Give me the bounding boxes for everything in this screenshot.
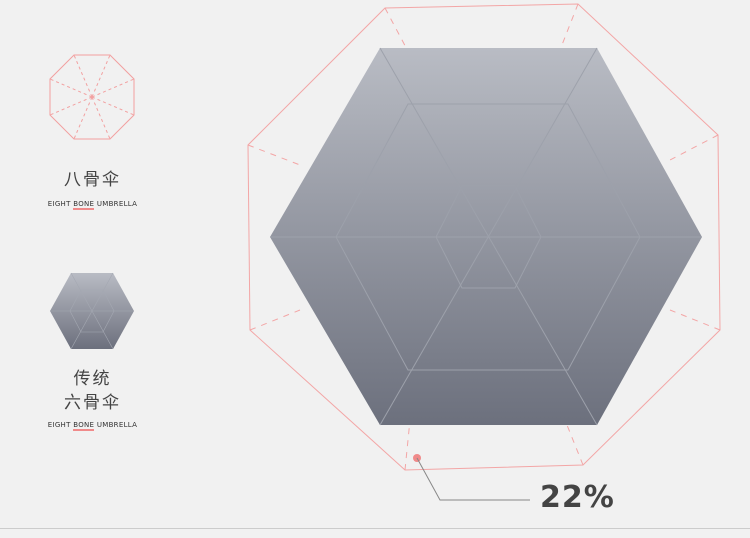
- six-bone-subtitle: EIGHT BONE UMBRELLA: [0, 421, 185, 431]
- subtitle-part: EIGHT: [47, 421, 74, 429]
- percent-value: 22%: [540, 480, 615, 515]
- six-bone-umbrella: [270, 47, 702, 426]
- subtitle-part: UMBRELLA: [94, 200, 138, 208]
- divider: [0, 528, 750, 529]
- subtitle-highlight: BONE: [73, 421, 95, 431]
- six-bone-label: 传统 六骨伞 EIGHT BONE UMBRELLA: [0, 367, 185, 431]
- eight-bone-subtitle: EIGHT BONE UMBRELLA: [0, 200, 185, 210]
- six-bone-title-1: 传统: [73, 369, 112, 389]
- subtitle-part: EIGHT: [47, 200, 74, 208]
- hexagon-umbrella-icon: [50, 272, 134, 350]
- subtitle-part: UMBRELLA: [94, 421, 138, 429]
- percent-callout-line: [413, 454, 530, 501]
- subtitle-highlight: BONE: [73, 200, 95, 210]
- eight-bone-label: 八骨伞 EIGHT BONE UMBRELLA: [0, 168, 185, 210]
- octagon-umbrella-icon: [49, 54, 135, 140]
- six-bone-title-2: 六骨伞: [64, 393, 121, 413]
- eight-bone-title: 八骨伞: [64, 170, 121, 190]
- eight-bone-outline: [247, 3, 721, 471]
